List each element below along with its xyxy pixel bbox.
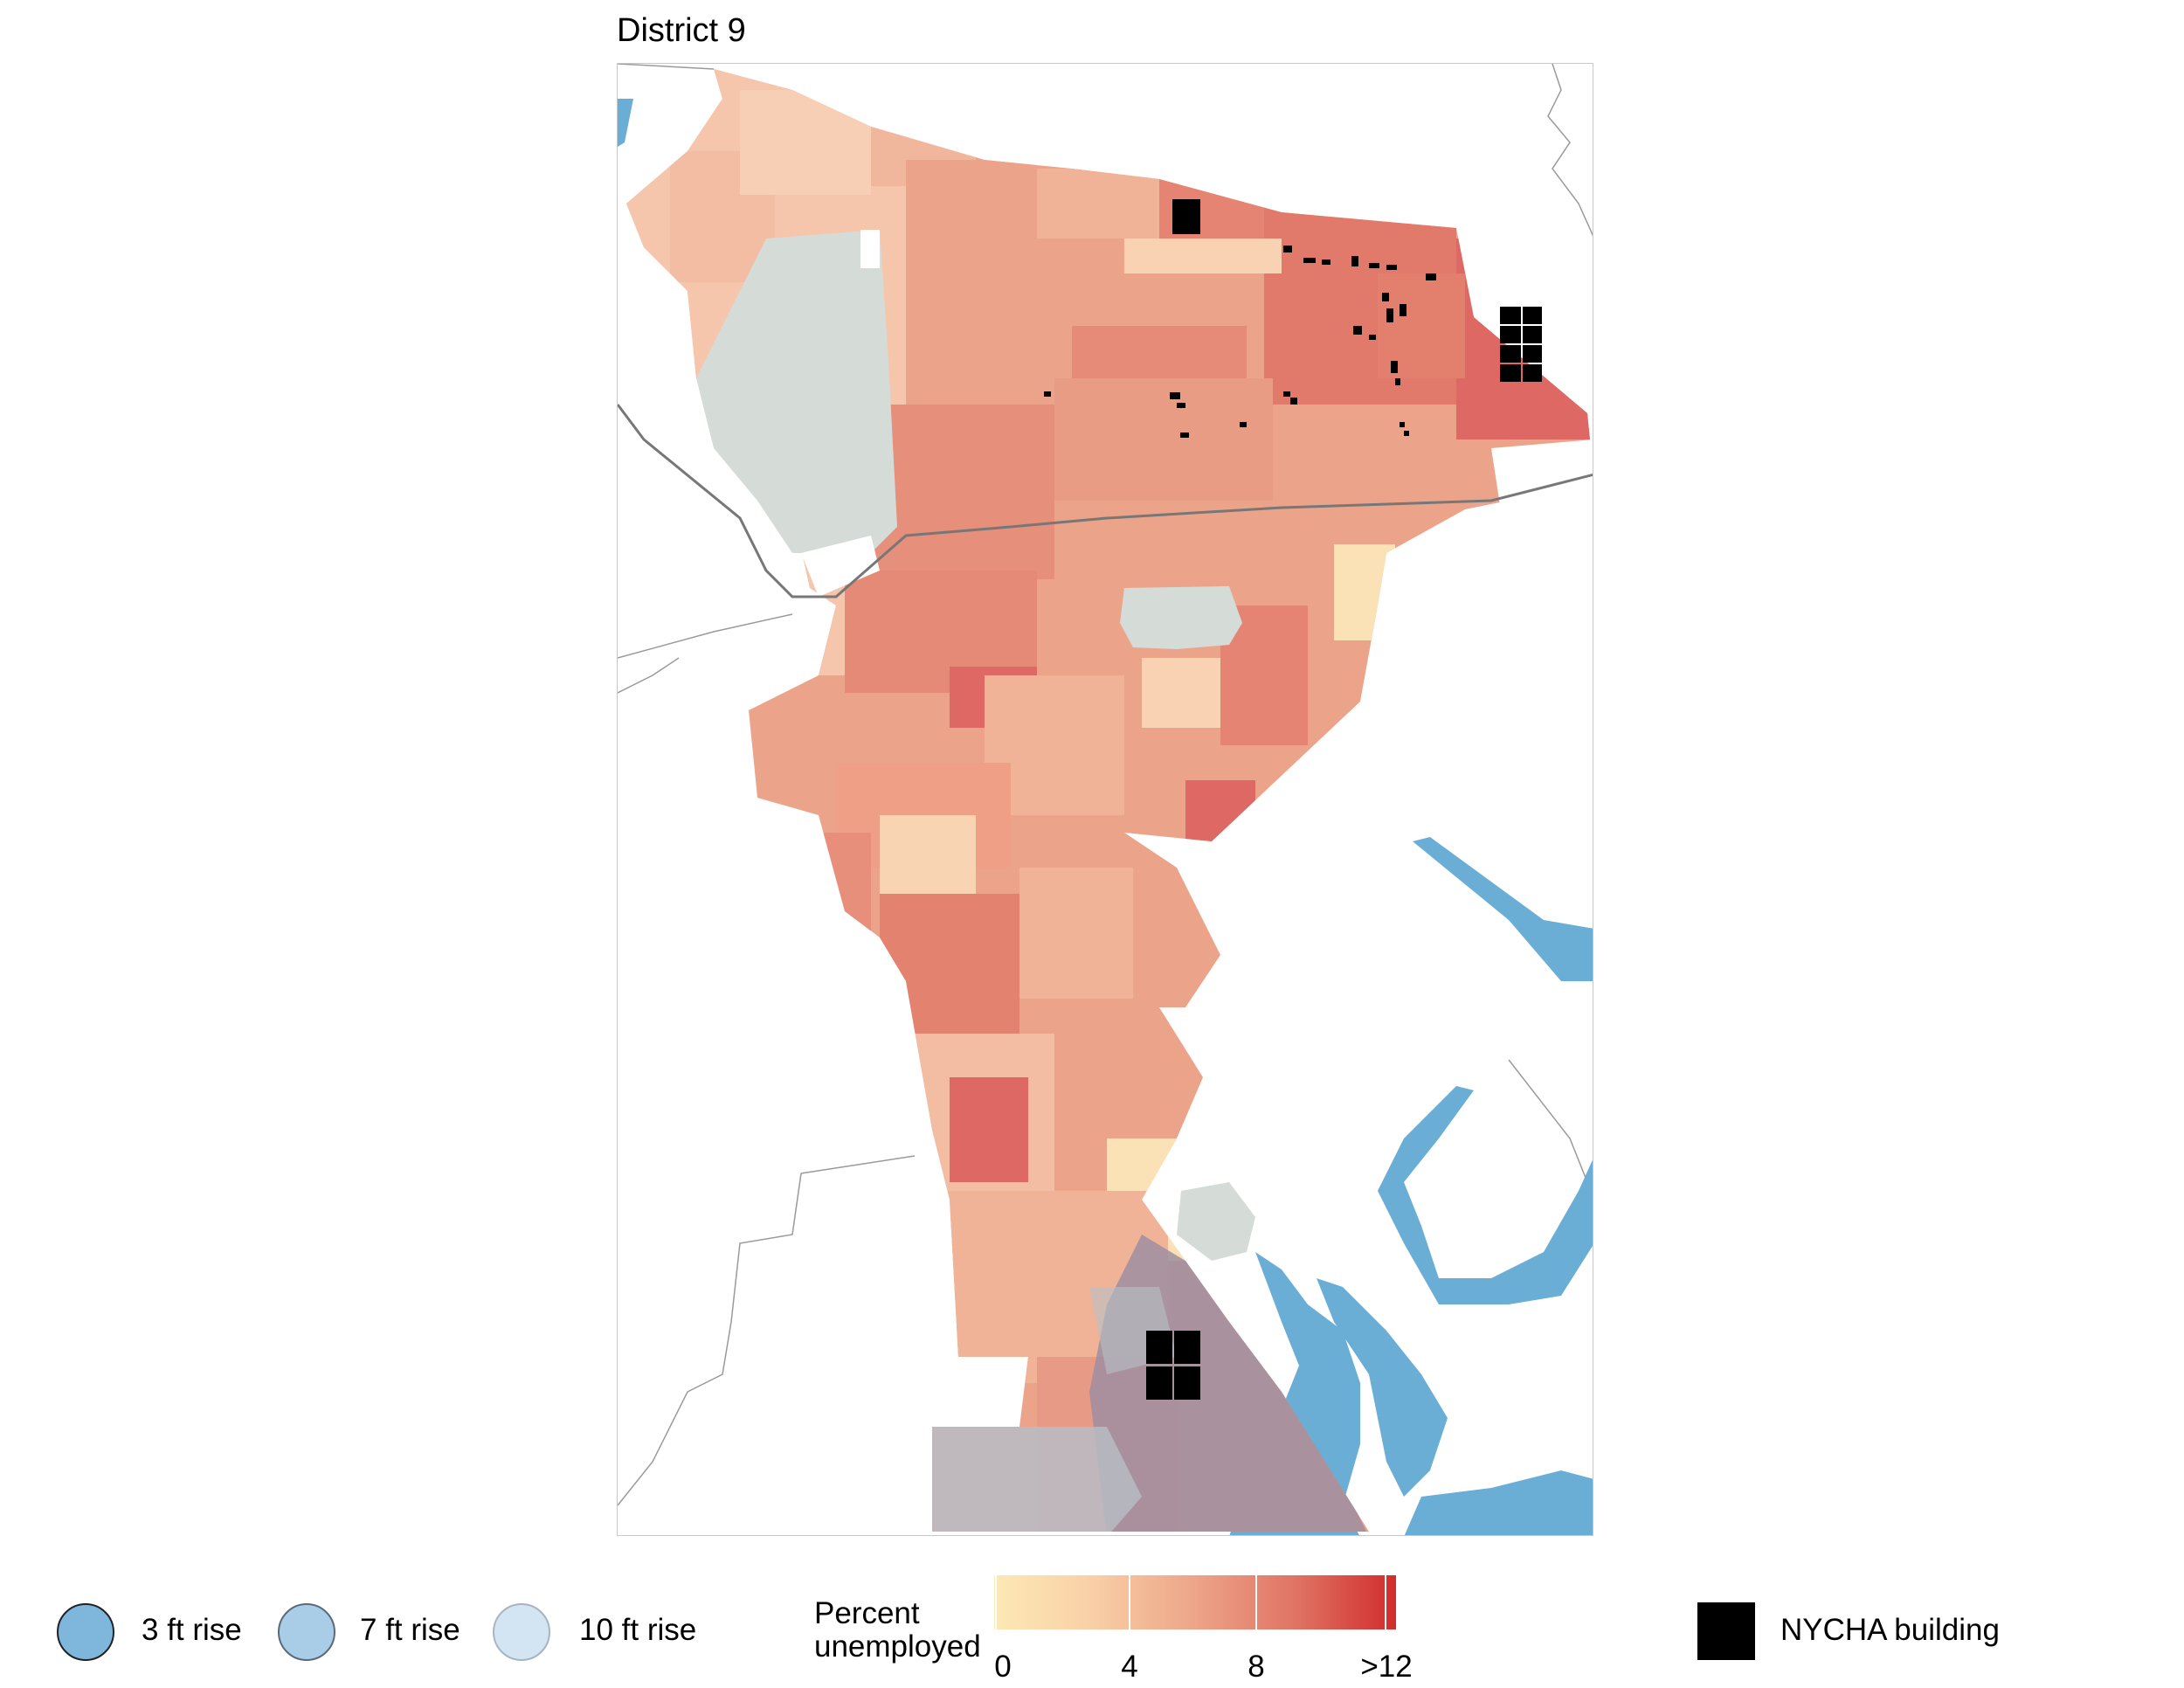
legend-3ft-circle	[57, 1603, 114, 1661]
neighbor-boundaries	[618, 64, 1593, 1506]
map-title: District 9	[617, 12, 746, 49]
flood-overlay	[932, 1235, 1369, 1532]
colorbar-tick-12	[1385, 1575, 1386, 1629]
colorbar-label-8: 8	[1248, 1650, 1265, 1684]
legend-7ft-circle	[278, 1603, 335, 1661]
unemployment-colorbar	[994, 1575, 1396, 1629]
parks	[696, 230, 1255, 1261]
legend-7ft-label: 7 ft rise	[360, 1613, 460, 1647]
colorbar-label-0: 0	[994, 1650, 1012, 1684]
nycha-buildings	[1044, 199, 1542, 1400]
water-bodies	[618, 99, 1593, 1535]
map-frame[interactable]	[617, 63, 1593, 1536]
colorbar-label-12: >12	[1360, 1650, 1413, 1684]
colorbar-title-line2: unemployed	[814, 1629, 981, 1664]
colorbar-tick-8	[1255, 1575, 1257, 1629]
cutouts	[801, 230, 1593, 597]
legend-nycha-label: NYCHA building	[1780, 1613, 2000, 1647]
colorbar-label-4: 4	[1121, 1650, 1138, 1684]
legend-10ft-circle	[493, 1603, 550, 1661]
legend-nycha-swatch	[1697, 1602, 1755, 1660]
legend-10ft-label: 10 ft rise	[579, 1613, 697, 1647]
colorbar-tick-0	[995, 1575, 997, 1629]
district-map[interactable]	[618, 64, 1593, 1536]
legend-3ft-label: 3 ft rise	[142, 1613, 242, 1647]
rail-line	[618, 404, 1593, 598]
colorbar-title-line1: Percent	[814, 1596, 920, 1630]
colorbar-tick-4	[1129, 1575, 1130, 1629]
